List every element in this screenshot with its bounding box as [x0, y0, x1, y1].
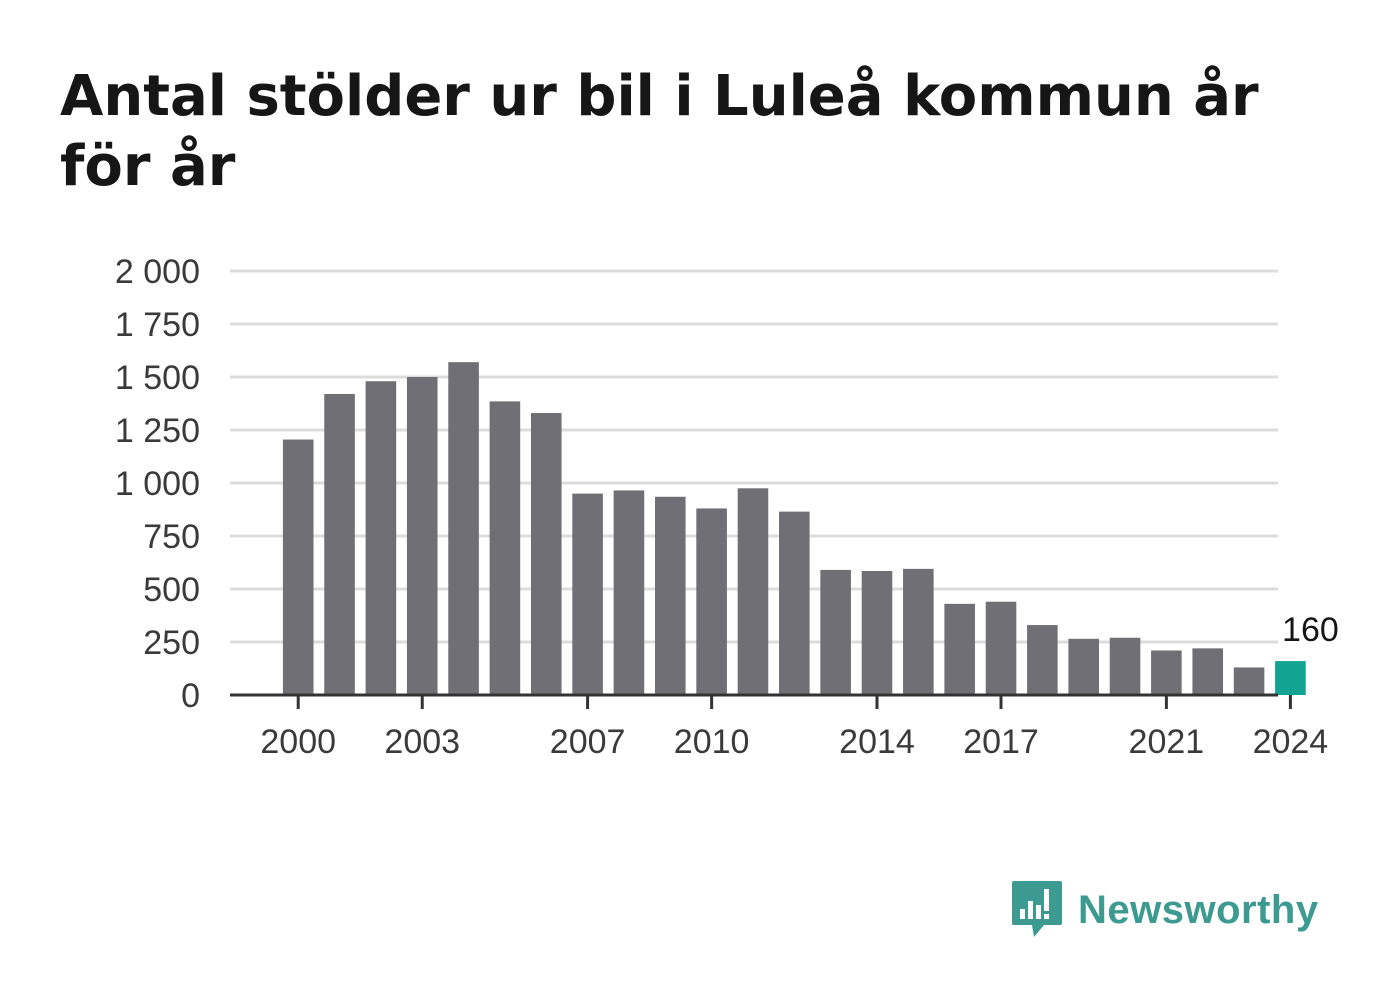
bar-2010 [696, 508, 727, 695]
brand-name: Newsworthy [1078, 887, 1319, 932]
x-tick-label: 2021 [1129, 723, 1205, 761]
bar-2004 [448, 362, 479, 695]
bar-2013 [820, 569, 851, 695]
x-tick-label: 2003 [384, 723, 460, 761]
bar-2005 [489, 401, 521, 695]
newsworthy-logo-icon [1012, 881, 1062, 937]
y-tick-label: 250 [143, 624, 200, 662]
y-tick-label: 2 000 [115, 253, 200, 291]
x-tick-label: 2010 [674, 723, 750, 761]
bar-2001 [324, 393, 355, 695]
x-tick-label: 2000 [260, 723, 336, 761]
x-tick-label: 2007 [550, 723, 626, 761]
y-tick-label: 1 250 [115, 412, 200, 450]
x-tick-label: 2024 [1253, 723, 1329, 761]
bar-2016 [944, 603, 975, 695]
bar-2023 [1233, 667, 1265, 695]
y-tick-label: 1 500 [115, 359, 200, 397]
bar-2022 [1192, 648, 1224, 695]
data-label: 160 [1282, 611, 1339, 649]
newsworthy-brand: Newsworthy [1010, 878, 1319, 942]
bar-2006 [530, 413, 562, 695]
bar-2011 [737, 488, 769, 695]
bar-2018 [1027, 625, 1058, 695]
bar-2012 [779, 511, 810, 695]
bar-2008 [613, 490, 645, 695]
chart-title: Antal stölder ur bil i Luleå kommun år f… [60, 64, 1259, 199]
bar-2017 [985, 601, 1017, 695]
x-tick-label: 2014 [839, 723, 915, 761]
y-tick-label: 0 [181, 677, 200, 715]
bar-2014 [861, 570, 893, 695]
data-labels: 160 [1282, 611, 1339, 649]
bar-2015 [903, 568, 934, 695]
bar-2019 [1068, 638, 1099, 695]
bar-2002 [365, 381, 397, 695]
y-tick-label: 1 000 [115, 465, 200, 503]
bar-2003 [406, 377, 438, 695]
bar-2009 [654, 496, 686, 695]
bar-2021 [1151, 650, 1182, 695]
bars [282, 362, 1306, 695]
y-tick-label: 1 750 [115, 306, 200, 344]
bar-2020 [1109, 637, 1141, 695]
bar-2007 [572, 493, 603, 695]
x-tick-label: 2017 [963, 723, 1039, 761]
bar-2000 [282, 439, 314, 695]
x-axis: 2000 2003 2007 2010 2014 2017 2021 2024 [230, 693, 1329, 761]
y-tick-label: 750 [143, 518, 200, 556]
bar-2024 [1275, 661, 1306, 695]
y-tick-label: 500 [143, 571, 200, 609]
y-axis-ticks: 0 250 500 750 1 000 1 250 1 500 1 750 2 000 [115, 253, 200, 715]
